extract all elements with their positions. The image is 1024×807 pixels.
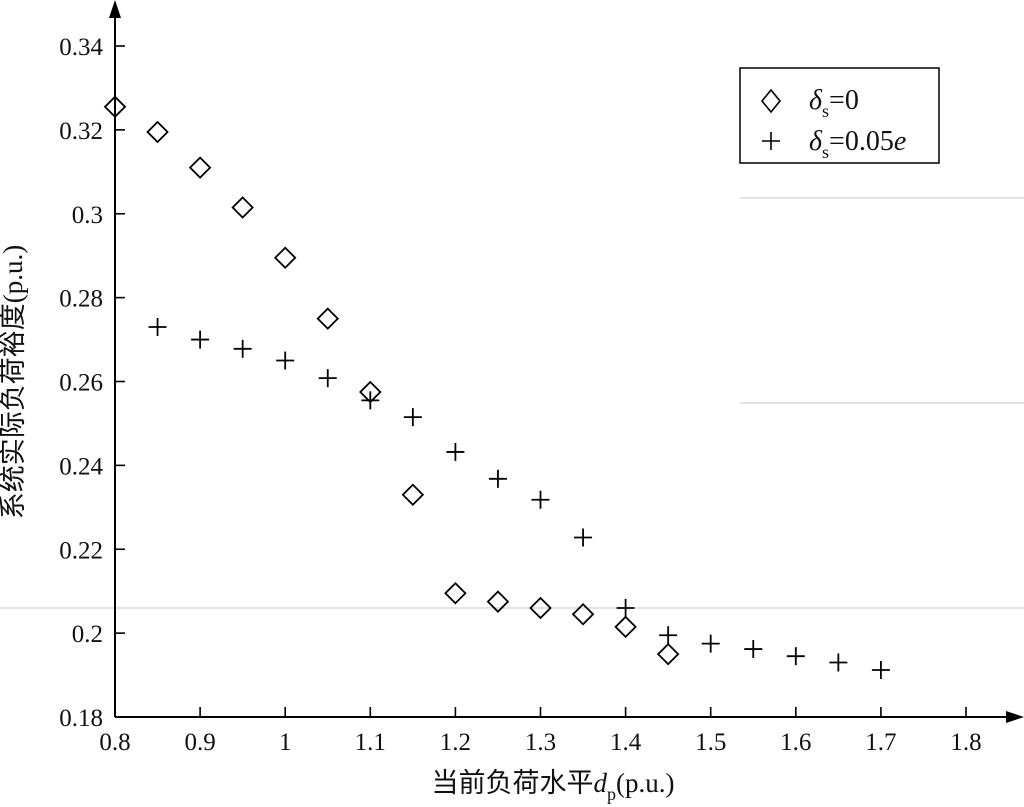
legend-label-delta-s-0-subscript: s bbox=[822, 101, 829, 121]
plus-point-17 bbox=[871, 661, 890, 680]
plus-point-14 bbox=[744, 640, 763, 659]
x-tick-label-3: 1.1 bbox=[355, 729, 386, 756]
legend: δs=0 δs=0.05e bbox=[739, 67, 940, 164]
diamond-point-12 bbox=[614, 615, 637, 639]
plus-point-0 bbox=[148, 317, 167, 336]
x-axis-title-subscript: p bbox=[607, 784, 616, 804]
ticks: 0.8 0.9 1 1.1 1.2 1.3 1.4 1.5 1.6 1.7 1.8 0.18 0.2 0.… bbox=[59, 34, 981, 756]
x-tick-label-2: 1 bbox=[279, 729, 292, 756]
y-tick-label-1: 0.2 bbox=[72, 621, 103, 648]
y-tick-label-3: 0.24 bbox=[59, 453, 103, 480]
plus-point-9 bbox=[531, 490, 550, 509]
plus-point-5 bbox=[361, 391, 380, 410]
diamond-point-11 bbox=[571, 602, 595, 626]
x-axis-title-unit: (p.u.) bbox=[616, 768, 674, 798]
legend-label-delta-s-005e-suffix: =0.05 bbox=[829, 126, 894, 157]
y-axis-title: 系统实际负荷裕度(p.u.) bbox=[0, 245, 28, 519]
x-tick-label-4: 1.2 bbox=[440, 729, 471, 756]
plus-point-8 bbox=[488, 469, 507, 488]
plus-point-13 bbox=[701, 634, 720, 653]
x-tick-label-8: 1.6 bbox=[780, 729, 811, 756]
x-axis-title: 当前负荷水平dp(p.u.) bbox=[432, 768, 675, 804]
plus-point-3 bbox=[276, 351, 295, 370]
y-tick-label-7: 0.32 bbox=[59, 118, 103, 145]
plus-point-12 bbox=[659, 626, 678, 645]
x-axis-title-main: 当前负荷水平 bbox=[432, 768, 594, 798]
diamond-point-3 bbox=[231, 196, 254, 219]
legend-label-delta-s-0: δs=0 bbox=[809, 85, 859, 121]
diamond-point-13 bbox=[656, 642, 680, 666]
legend-label-delta-s-0-symbol: δ bbox=[809, 85, 823, 116]
legend-label-delta-s-005e-tail: e bbox=[894, 126, 906, 157]
legend-label-delta-s-005e-symbol: δ bbox=[809, 126, 823, 157]
plus-point-7 bbox=[446, 442, 465, 461]
x-tick-label-7: 1.5 bbox=[695, 729, 726, 756]
plus-point-1 bbox=[191, 330, 210, 349]
diamond-point-8 bbox=[444, 582, 467, 605]
legend-label-delta-s-005e: δs=0.05e bbox=[809, 126, 906, 162]
plus-point-10 bbox=[574, 528, 593, 547]
plus-point-4 bbox=[318, 369, 337, 388]
series-0 bbox=[103, 95, 680, 666]
x-tick-label-9: 1.7 bbox=[865, 729, 896, 756]
legend-label-delta-s-005e-subscript: s bbox=[822, 142, 829, 162]
x-axis-arrow bbox=[1006, 711, 1024, 723]
y-tick-label-8: 0.34 bbox=[59, 34, 103, 61]
diamond-point-4 bbox=[273, 246, 297, 270]
diamond-point-5 bbox=[316, 307, 340, 330]
legend-box bbox=[739, 67, 940, 164]
x-tick-label-6: 1.4 bbox=[610, 729, 642, 756]
axes bbox=[109, 0, 1024, 723]
x-axis-title-symbol: d bbox=[594, 768, 608, 798]
scan-lines bbox=[0, 197, 1024, 609]
data-marks bbox=[103, 95, 890, 680]
y-tick-label-2: 0.22 bbox=[59, 537, 103, 564]
diamond-point-10 bbox=[529, 596, 552, 620]
plus-point-2 bbox=[233, 339, 252, 358]
x-tick-label-5: 1.3 bbox=[525, 729, 556, 756]
series-1 bbox=[148, 317, 890, 680]
y-tick-label-4: 0.26 bbox=[59, 370, 103, 397]
diamond-point-9 bbox=[486, 590, 510, 613]
y-tick-label-6: 0.3 bbox=[72, 202, 103, 229]
plus-point-6 bbox=[403, 408, 422, 427]
diamond-point-7 bbox=[401, 483, 425, 507]
plus-point-15 bbox=[786, 647, 805, 666]
x-tick-label-10: 1.8 bbox=[950, 729, 981, 756]
y-tick-label-5: 0.28 bbox=[59, 286, 103, 313]
diamond-point-0 bbox=[103, 95, 127, 119]
x-tick-label-0: 0.8 bbox=[99, 729, 130, 756]
x-tick-label-1: 0.9 bbox=[184, 729, 215, 756]
legend-label-delta-s-0-suffix: =0 bbox=[829, 85, 859, 116]
plus-point-16 bbox=[829, 653, 848, 672]
legend-marker-diamond bbox=[760, 88, 782, 114]
diamond-point-1 bbox=[146, 120, 169, 144]
diamond-point-2 bbox=[188, 156, 212, 179]
y-axis-arrow bbox=[109, 0, 121, 18]
y-tick-label-0: 0.18 bbox=[59, 705, 103, 732]
plus-point-11 bbox=[616, 598, 635, 617]
